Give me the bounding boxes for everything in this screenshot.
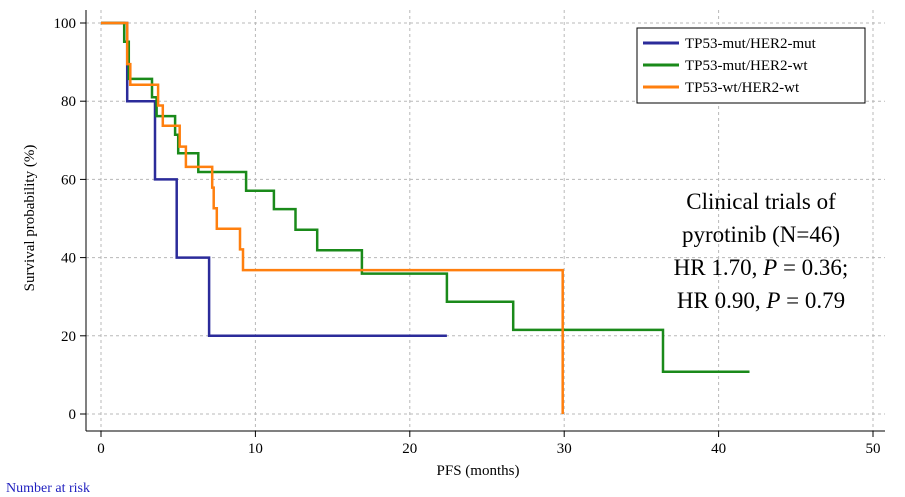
x-tick-label: 40 [711, 441, 726, 457]
survival-curve-2 [101, 21, 750, 374]
legend-label: TP53-mut/HER2-wt [685, 58, 808, 74]
annotation-hr-line: HR 0.90, P = 0.79 [677, 288, 845, 313]
tick-labels: 0 10 20 30 40 50 0 20 40 60 80 100 [54, 16, 881, 457]
y-tick-label: 60 [61, 172, 76, 188]
x-tick-label: 10 [248, 441, 263, 457]
legend-label: TP53-mut/HER2-mut [685, 36, 817, 52]
y-tick-label: 80 [61, 94, 76, 110]
x-tick-label: 30 [557, 441, 572, 457]
y-tick-label: 0 [69, 407, 77, 423]
annotation-line: pyrotinib (N=46) [682, 222, 840, 247]
x-tick-label: 0 [97, 441, 105, 457]
legend: TP53-mut/HER2-mut TP53-mut/HER2-wt TP53-wt… [636, 27, 866, 104]
km-survival-chart: 0 10 20 30 40 50 0 20 40 60 80 100 PFS (months) Sur… [22, 10, 885, 479]
y-tick-label: 100 [54, 16, 77, 32]
number-at-risk-label: Number at risk [6, 481, 90, 496]
x-tick-label: 50 [866, 441, 881, 457]
survival-curve-3 [101, 21, 564, 414]
axes [85, 10, 885, 432]
annotation-line: Clinical trials of [686, 189, 836, 214]
legend-label: TP53-wt/HER2-wt [685, 80, 800, 96]
annotation-hr-line: HR 1.70, P = 0.36; [674, 255, 849, 280]
y-axis-label: Survival probability (%) [22, 145, 38, 292]
y-tick-label: 20 [61, 329, 76, 345]
x-axis-label: PFS (months) [437, 463, 520, 479]
y-tick-label: 40 [61, 251, 76, 267]
x-tick-label: 20 [402, 441, 417, 457]
hr-annotation: Clinical trials of pyrotinib (N=46) HR 1.7… [674, 189, 849, 313]
survival-curves [101, 21, 750, 414]
